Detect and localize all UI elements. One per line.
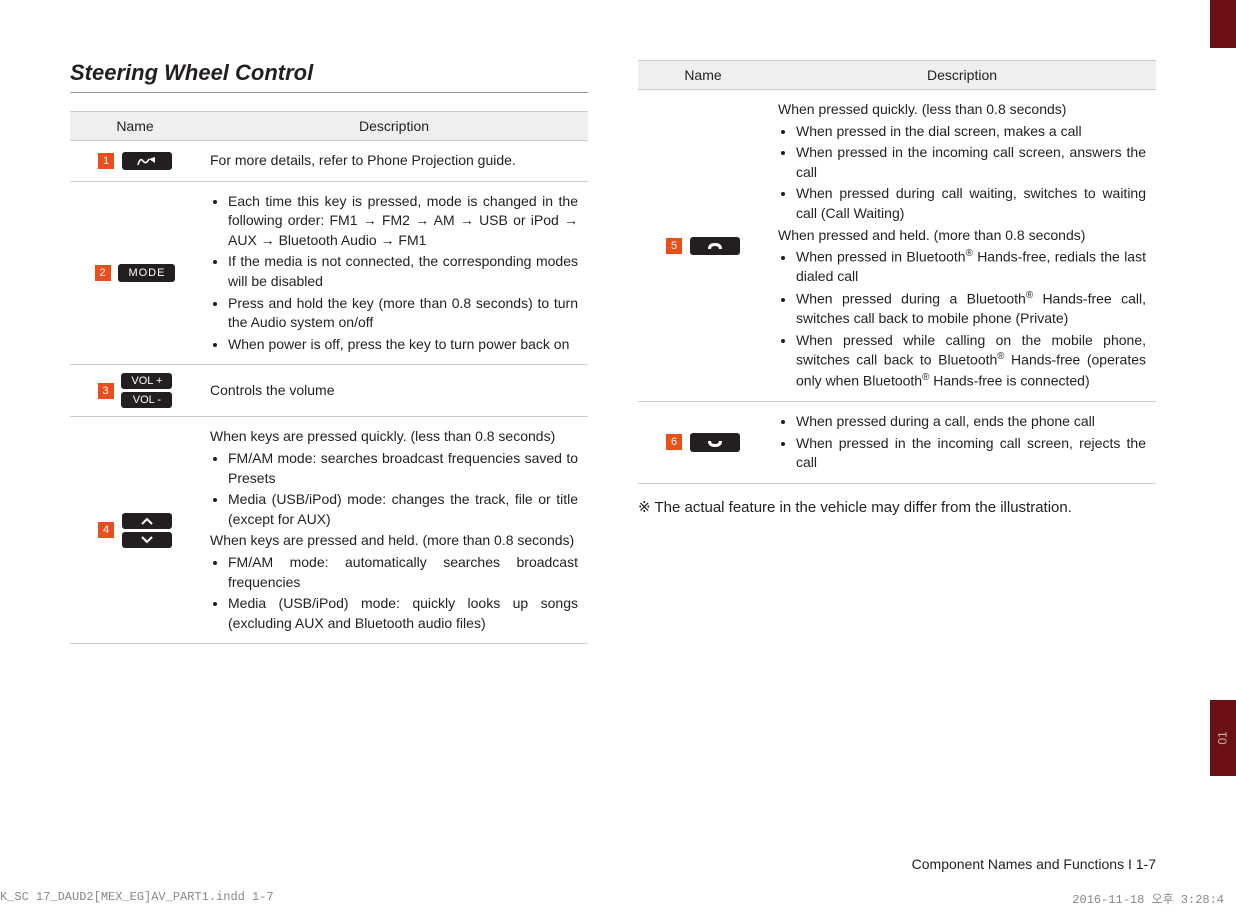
description-intro: When keys are pressed and held. (more th… [210, 531, 578, 551]
table-row: 2 MODE Each time this key is pressed, mod… [70, 181, 588, 365]
call-key-icon [690, 237, 740, 255]
bullet-item: Press and hold the key (more than 0.8 se… [228, 294, 578, 333]
bullet-list: FM/AM mode: automatically searches broad… [210, 553, 578, 633]
table-header-row: Name Description [638, 61, 1156, 90]
row-number-badge: 2 [95, 265, 111, 281]
row-number-badge: 1 [98, 153, 114, 169]
table-row: 4 When keys are pressed quickly. (less t… [70, 417, 588, 644]
header-name: Name [638, 61, 768, 90]
bullet-list: When pressed in Bluetooth® Hands-free, r… [778, 247, 1146, 391]
header-desc: Description [200, 112, 588, 141]
page-content: Steering Wheel Control Name Description … [0, 0, 1236, 644]
description-cell: When keys are pressed quickly. (less tha… [200, 417, 588, 644]
updown-key-icon [122, 513, 172, 548]
bullet-item: Media (USB/iPod) mode: changes the track… [228, 490, 578, 529]
voice-key-icon [122, 152, 172, 170]
sidebar-accent [1210, 0, 1236, 48]
header-desc: Description [768, 61, 1156, 90]
name-cell: 3 VOL +VOL - [70, 365, 200, 417]
section-title: Steering Wheel Control [70, 60, 588, 93]
description-text: Controls the volume [210, 381, 578, 401]
print-footer: K_SC 17_DAUD2[MEX_EG]AV_PART1.indd 1-7 2… [0, 890, 1224, 907]
description-intro: When keys are pressed quickly. (less tha… [210, 427, 578, 447]
row-number-badge: 6 [666, 434, 682, 450]
row-number-badge: 5 [666, 238, 682, 254]
name-cell: 5 [638, 90, 768, 402]
bullet-list: When pressed in the dial screen, makes a… [778, 122, 1146, 224]
mode-key-icon: MODE [118, 264, 175, 282]
description-cell: Each time this key is pressed, mode is c… [200, 181, 588, 365]
end-call-key-icon [690, 433, 740, 451]
bullet-list: FM/AM mode: searches broadcast frequenci… [210, 449, 578, 529]
bullet-list: Each time this key is pressed, mode is c… [210, 192, 578, 355]
description-cell: When pressed quickly. (less than 0.8 sec… [768, 90, 1156, 402]
table-header-row: Name Description [70, 112, 588, 141]
bullet-item: When pressed in the incoming call screen… [796, 434, 1146, 473]
sidebar-tab-label: 01 [1216, 731, 1230, 744]
table-row: 5 When pressed quickly. (less than 0.8 s… [638, 90, 1156, 402]
sidebar: 01 [1210, 0, 1236, 911]
bullet-item: When pressed during a Bluetooth® Hands-f… [796, 289, 1146, 329]
table-row: 1 For more details, refer to Phone Proje… [70, 141, 588, 182]
header-name: Name [70, 112, 200, 141]
table-row: 3 VOL +VOL - Controls the volume [70, 365, 588, 417]
description-cell: When pressed during a call, ends the pho… [768, 401, 1156, 483]
left-column: Steering Wheel Control Name Description … [70, 60, 588, 644]
table-row: 6 When pressed during a call, ends the p… [638, 401, 1156, 483]
bullet-item: When pressed during call waiting, switch… [796, 184, 1146, 223]
description-intro: When pressed and held. (more than 0.8 se… [778, 226, 1146, 246]
controls-table-left: Name Description 1 For more details, ref… [70, 111, 588, 644]
bullet-item: When pressed during a call, ends the pho… [796, 412, 1146, 432]
name-cell: 6 [638, 401, 768, 483]
page-footer-label: Component Names and Functions I 1-7 [912, 856, 1156, 872]
print-footer-left: K_SC 17_DAUD2[MEX_EG]AV_PART1.indd 1-7 [0, 890, 274, 907]
row-number-badge: 4 [98, 522, 114, 538]
bullet-item: When power is off, press the key to turn… [228, 335, 578, 355]
right-column: Name Description 5 When pressed quickly.… [638, 60, 1156, 644]
bullet-list: When pressed during a call, ends the pho… [778, 412, 1146, 473]
description-text: For more details, refer to Phone Project… [210, 151, 578, 171]
bullet-item: FM/AM mode: automatically searches broad… [228, 553, 578, 592]
name-cell: 1 [70, 141, 200, 182]
description-intro: When pressed quickly. (less than 0.8 sec… [778, 100, 1146, 120]
bullet-item: When pressed in Bluetooth® Hands-free, r… [796, 247, 1146, 287]
bullet-item: Media (USB/iPod) mode: quickly looks up … [228, 594, 578, 633]
print-footer-right: 2016-11-18 오후 3:28:4 [1072, 890, 1224, 907]
row-number-badge: 3 [98, 383, 114, 399]
description-cell: For more details, refer to Phone Project… [200, 141, 588, 182]
name-cell: 2 MODE [70, 181, 200, 365]
bullet-item: FM/AM mode: searches broadcast frequenci… [228, 449, 578, 488]
bullet-item: If the media is not connected, the corre… [228, 252, 578, 291]
description-cell: Controls the volume [200, 365, 588, 417]
bullet-item: When pressed in the dial screen, makes a… [796, 122, 1146, 142]
bullet-item: When pressed in the incoming call screen… [796, 143, 1146, 182]
note-text: ※ The actual feature in the vehicle may … [638, 498, 1156, 516]
bullet-item: Each time this key is pressed, mode is c… [228, 192, 578, 251]
name-cell: 4 [70, 417, 200, 644]
sidebar-tab: 01 [1210, 700, 1236, 776]
controls-table-right: Name Description 5 When pressed quickly.… [638, 60, 1156, 484]
bullet-item: When pressed while calling on the mobile… [796, 331, 1146, 391]
vol-key-icon: VOL +VOL - [121, 373, 172, 408]
